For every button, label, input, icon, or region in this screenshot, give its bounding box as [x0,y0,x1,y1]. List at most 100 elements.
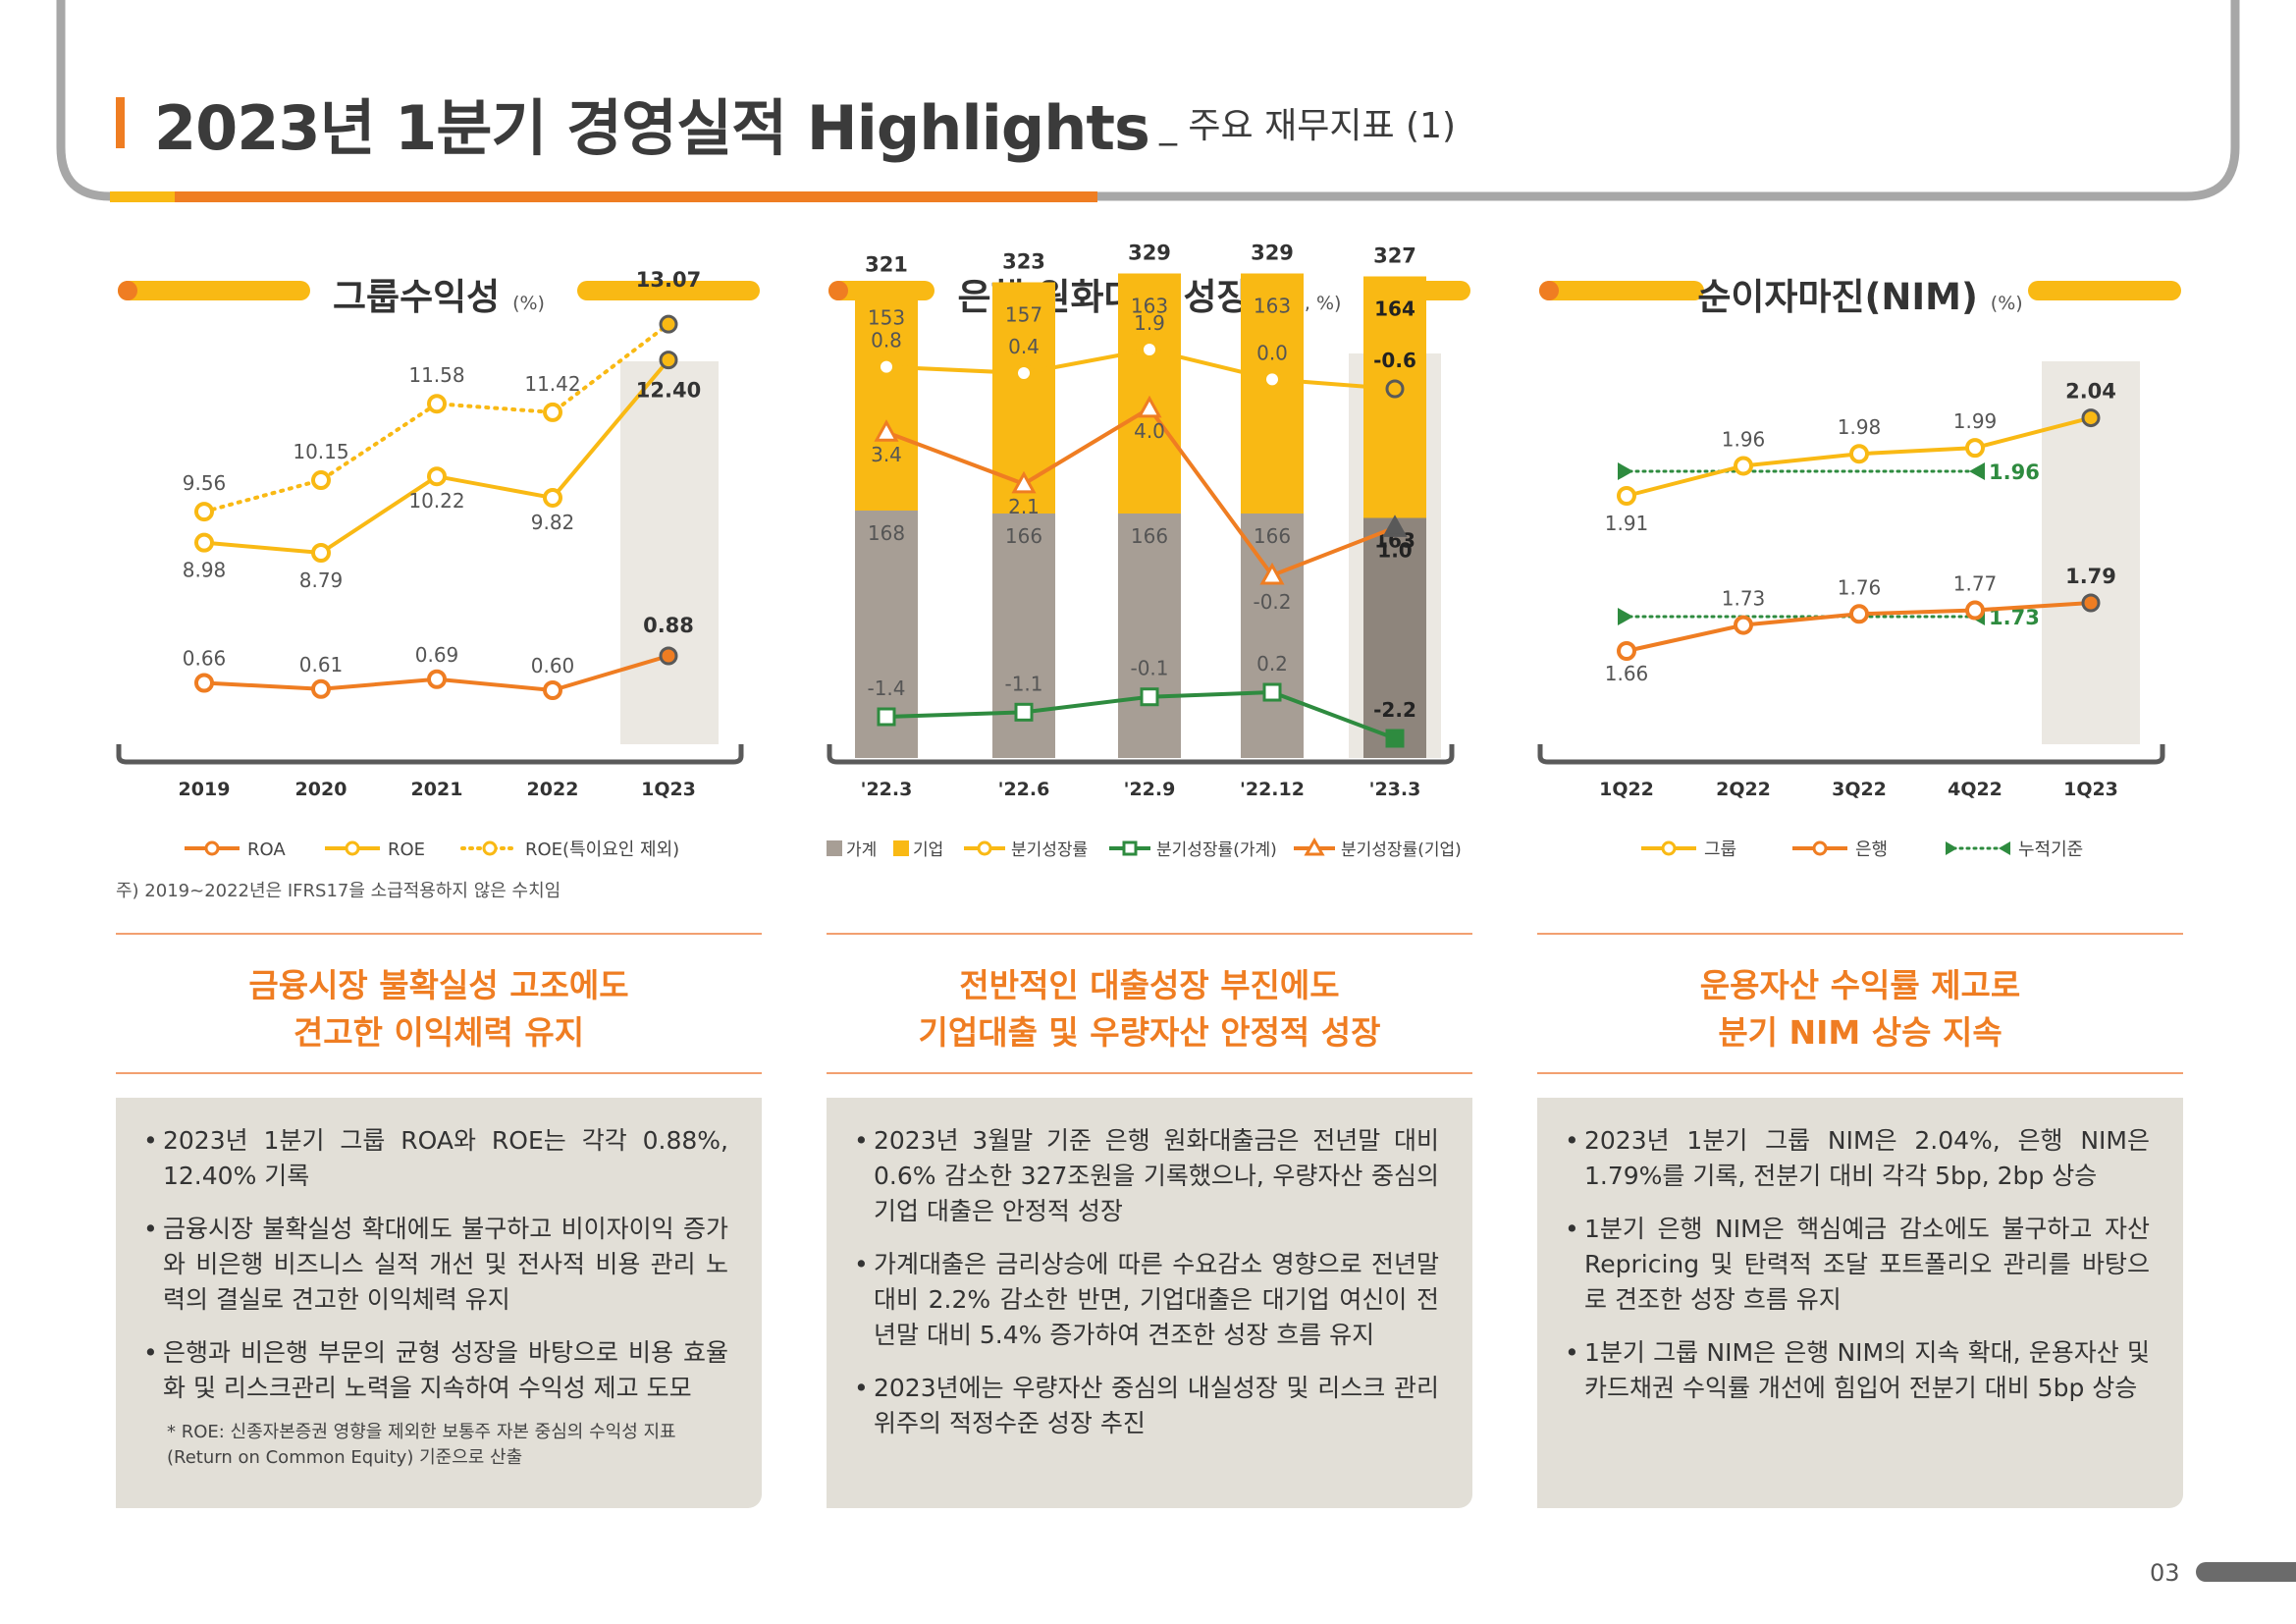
corporate-growth-label: 3.4 [871,443,902,466]
bank-nim-label: 1.73 [1722,587,1766,611]
x-tick-label: 4Q22 [1948,779,2002,800]
axis-baseline [827,744,1455,765]
household-bar [1241,514,1304,758]
legend-label: ROA [247,839,286,860]
corporate-growth-label: 2.1 [1008,495,1040,518]
headline-loans: 전반적인 대출성장 부진에도 기업대출 및 우량자산 안정적 성장 [827,933,1472,1074]
section-header-nim: 순이자마진(NIM) (%) [1537,265,2183,318]
roe-adj-label: 11.58 [408,363,464,387]
axis-baseline [1537,744,2165,765]
roa-label: 0.60 [531,654,575,677]
highlight-column [620,361,719,744]
total-growth-point [1140,340,1159,359]
bullet-item: 은행과 비은행 부문의 균형 성장을 바탕으로 비용 효율화 및 리스크관리 노… [143,1335,728,1406]
chart-group-profitability: 2019 2020 2021 2022 1Q23 9.56 10.15 11.58 11.42 1… [116,268,744,860]
total-growth-point [1262,369,1282,390]
total-value-label: 327 [1373,244,1416,268]
cumulative-arrow-left [1618,608,1633,625]
x-tick-label: 2Q22 [1716,779,1771,800]
roa-label: 0.88 [643,614,694,637]
bank-nim-point [2081,593,2101,613]
household-growth-point [1385,729,1405,748]
bank-nim-point [1965,600,1985,621]
roa-point [194,673,214,693]
corporate-value-label: 153 [868,306,905,330]
group-nim-label: 1.99 [1953,409,1998,433]
legend-label: 분기성장률(기업) [1341,840,1462,860]
x-tick-label: 2021 [411,779,463,800]
total-growth-label: 0.8 [871,329,902,352]
roa-label: 0.66 [183,647,227,671]
x-tick-label: '22.9 [1124,779,1176,800]
corporate-bar [1241,273,1304,514]
roe-adj-label: 9.56 [183,471,227,495]
roe-label: 10.22 [408,489,464,513]
section-header-profitability: 그룹수익성 (%) [116,265,762,318]
header-accent-bar [110,191,1097,202]
roe-point [194,532,214,553]
bank-nim-label: 1.77 [1953,572,1998,596]
x-tick-label: 3Q22 [1832,779,1887,800]
x-tick-label: '22.3 [861,779,913,800]
corporate-growth-point [1137,395,1162,418]
household-growth-label: 0.2 [1256,652,1288,676]
roe-label: 12.40 [636,379,701,403]
household-bar [1118,514,1181,758]
x-tick-label: '23.3 [1369,779,1421,800]
corporate-value-label: 157 [1005,303,1042,327]
roe-adj-label: 10.15 [293,440,348,463]
roe-adj-point [427,394,447,414]
cumulative-label: 1.96 [1989,460,2040,484]
roe-point [427,466,447,487]
household-value-label: 166 [1131,524,1168,548]
total-growth-point [877,356,896,377]
legend-marker [1304,837,1325,856]
household-growth-point [1262,682,1282,702]
legend-marker [977,840,992,856]
group-nim-point [1734,456,1753,476]
bank-nim-label: 1.66 [1605,662,1649,685]
roa-label: 0.61 [299,653,344,677]
x-tick-label: 2019 [179,779,231,800]
section-unit: (%) [1990,293,2023,314]
roe-footnote: * ROE: 신종자본증권 영향을 제외한 보통주 자본 중심의 수익성 지표 … [167,1422,676,1468]
summary-box-nim: 2023년 1분기 그룹 NIM은 2.04%, 은행 NIM은 1.79%를 … [1537,1098,2183,1508]
bank-nim-point [1849,604,1869,624]
legend-marker [482,840,498,856]
corporate-growth-label: -0.2 [1253,590,1291,614]
household-value-label: 168 [868,521,905,545]
total-growth-label: 0.0 [1256,341,1288,364]
legend-marker [204,840,220,856]
x-tick-label: '22.6 [998,779,1050,800]
legend-label: 가계 [846,840,877,860]
legend-marker [1812,840,1828,856]
bank-nim-label: 1.79 [2065,565,2116,588]
bullet-item: 2023년에는 우량자산 중심의 내실성장 및 리스크 관리 위주의 적정수준 … [854,1371,1439,1441]
group-nim-point [1965,438,1985,459]
roa-point [427,669,447,689]
section-unit: (%) [512,293,545,314]
chart-bank-loans: 1681533211661573231661633291661633291631… [827,242,1462,860]
section-title: 순이자마진(NIM) [1697,276,1978,318]
title-marker [116,97,125,148]
summary-box-profitability: 2023년 1분기 그룹 ROA와 ROE는 각각 0.88%, 12.40% … [116,1098,762,1508]
total-value-label: 323 [1002,250,1045,274]
household-growth-label: -1.4 [867,677,905,700]
total-growth-label: 1.9 [1134,311,1165,335]
cumulative-arrow-right [1969,462,1985,480]
corporate-value-label: 164 [1374,298,1415,321]
roa-point [659,646,678,666]
household-growth-label: -1.1 [1004,672,1042,695]
legend-label: ROE [388,839,425,860]
roa-point [543,680,562,700]
total-growth-label: 0.4 [1008,335,1040,358]
x-tick-label: '22.12 [1240,779,1305,800]
bullet-item: 2023년 3월말 기준 은행 원화대출금은 전년말 대비 0.6% 감소한 3… [854,1123,1439,1229]
legend-label: 은행 [1855,839,1888,860]
roe-adj-label: 11.42 [524,372,580,396]
household-growth-point [1014,702,1034,722]
bank-nim-point [1734,615,1753,635]
bullet-item: 1분기 그룹 NIM은 은행 NIM의 지속 확대, 운용자산 및 카드채권 수… [1565,1335,2150,1406]
roe-adj-point [194,502,214,522]
